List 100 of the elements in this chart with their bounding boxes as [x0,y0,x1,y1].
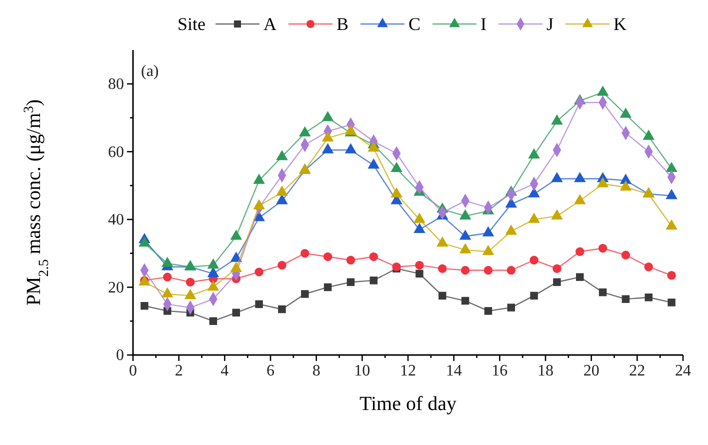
point [369,252,378,262]
point [666,219,678,230]
legend-label: K [614,14,627,34]
point [459,230,472,240]
point [620,108,632,118]
x-tick-label: 10 [354,362,370,380]
x-tick-label: 14 [446,362,462,380]
x-tick-label: 6 [266,362,274,380]
point [346,256,356,264]
point [276,150,288,160]
point [230,262,242,272]
point [209,317,218,325]
point [482,244,494,256]
point [668,298,676,306]
point [482,226,494,236]
x-tick-label: 20 [583,362,600,380]
point [163,272,172,282]
point [161,287,174,298]
point [207,280,220,291]
point [186,278,195,286]
annotation: (a) [141,63,159,80]
point [276,186,288,196]
point [460,266,470,275]
point [301,290,309,298]
point [438,264,447,273]
point [322,143,334,154]
point [576,273,584,281]
y-tick-label: 60 [108,144,124,161]
point [505,224,518,235]
point [507,304,515,312]
x-tick-label: 16 [492,362,508,380]
y-tick-label: 0 [116,347,124,364]
point [207,258,220,269]
point [276,194,288,204]
point [278,305,286,314]
point [415,260,424,270]
y-tick-label: 20 [108,279,124,296]
point [484,307,492,315]
legend-title: Site [177,14,206,34]
x-tick-label: 4 [220,362,229,380]
point [438,292,446,300]
point [322,131,334,142]
point [230,230,242,240]
point [666,188,678,200]
x-tick-label: 22 [629,362,646,380]
point [390,187,402,198]
point [300,248,310,258]
point [278,260,286,270]
point [461,296,470,305]
point [621,250,630,260]
x-tick-label: 0 [129,362,137,380]
x-axis-title: Time of day [359,393,457,415]
point [528,212,540,223]
point [232,308,240,317]
point [344,143,357,154]
point [322,110,334,122]
point [459,243,472,254]
point [644,262,653,272]
point [346,278,355,286]
point [459,209,472,220]
point [530,256,538,264]
point [416,270,424,278]
x-tick-label: 18 [538,362,554,380]
point [414,222,426,234]
point [598,288,607,296]
point [598,244,608,253]
point [644,294,652,302]
point [574,194,586,204]
point [620,180,632,191]
legend-label: A [263,14,276,34]
point [253,174,265,184]
point [596,177,609,188]
point [255,300,263,308]
point [530,292,538,300]
point [528,148,540,158]
legend-label: J [546,14,554,34]
point [551,209,563,220]
point [436,236,448,247]
legend-label: I [480,14,487,34]
point [368,158,380,169]
point [370,276,378,284]
point [184,288,196,300]
point [254,268,264,276]
y-tick-label: 40 [108,212,124,229]
x-tick-label: 8 [312,362,320,380]
point [390,162,402,172]
point [323,252,332,262]
point [622,295,630,303]
point [553,278,561,286]
point [484,266,493,275]
point [298,126,311,136]
point [551,114,563,125]
point [666,162,678,172]
legend-label: B [336,14,348,34]
point [574,172,586,182]
point [551,172,563,182]
point [138,236,150,247]
point [667,271,676,280]
point [576,247,584,256]
legend-label: C [408,14,421,34]
